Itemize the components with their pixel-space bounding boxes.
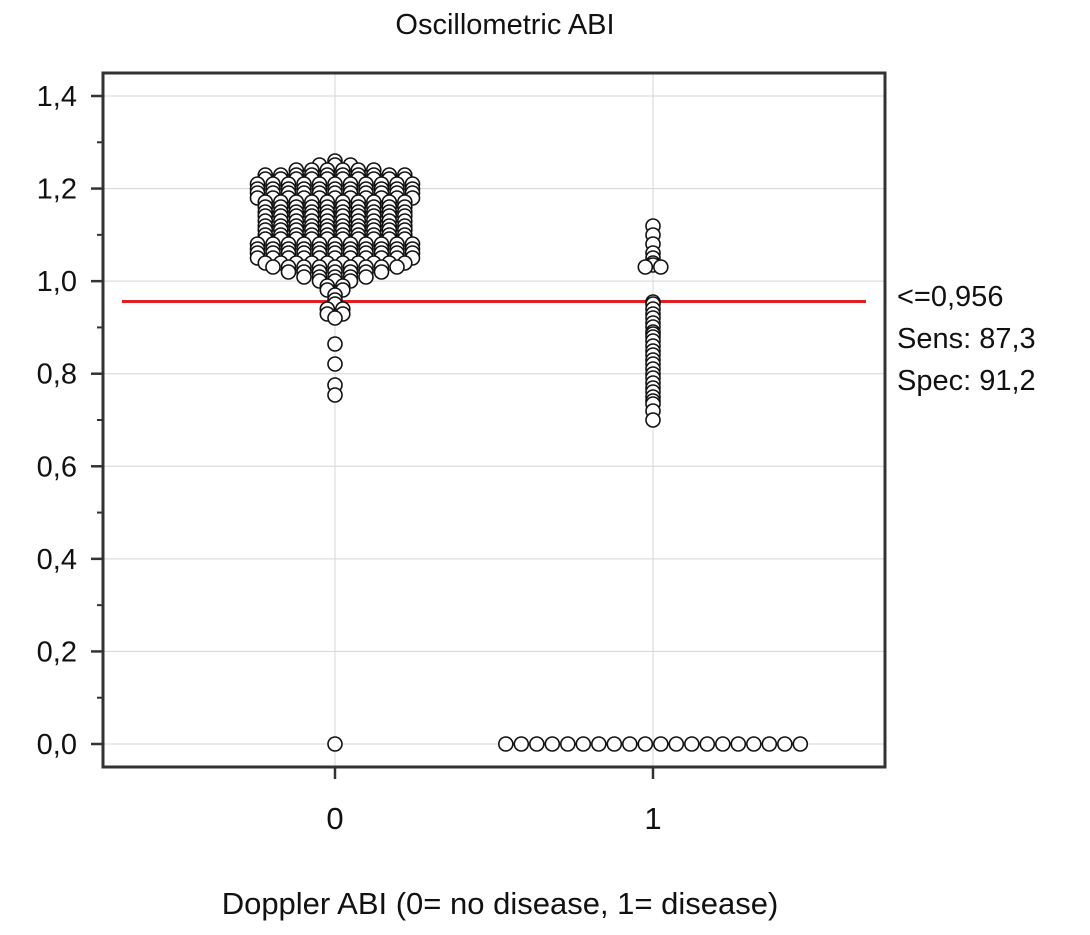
data-point [590, 736, 607, 752]
data-point [327, 356, 343, 372]
data-point [652, 259, 669, 275]
data-point [621, 736, 638, 752]
data-point [714, 736, 731, 752]
annotation-specificity: Spec: 91,2 [897, 365, 1036, 397]
data-point [652, 736, 669, 752]
data-point [683, 736, 700, 752]
data-point [327, 736, 343, 752]
grid-lines [103, 73, 885, 767]
data-point [761, 736, 778, 752]
data-point [280, 264, 297, 280]
data-point [645, 412, 661, 428]
data-point [730, 736, 747, 752]
data-point [389, 259, 405, 275]
y-tick-label: 1,0 [37, 266, 77, 298]
annotation-sensitivity: Sens: 87,3 [897, 323, 1036, 355]
data-point [637, 259, 654, 275]
data-point [513, 736, 530, 752]
data-point [745, 736, 762, 752]
x-tick-label: 1 [644, 801, 661, 836]
data-point [606, 736, 623, 752]
data-point [327, 310, 343, 326]
y-tick-label: 0,4 [37, 544, 77, 576]
data-point [265, 259, 281, 275]
data-point [327, 336, 343, 352]
plot-frame [101, 71, 887, 769]
data-point [699, 736, 716, 752]
data-point [296, 269, 312, 285]
data-point [528, 736, 545, 752]
x-tick-label: 0 [326, 801, 343, 836]
y-tick-label: 1,4 [37, 81, 77, 113]
y-tick-label: 0,0 [37, 729, 77, 761]
data-point [559, 736, 576, 752]
annotation-threshold: <=0,956 [897, 281, 1003, 313]
data-points [249, 153, 809, 752]
y-tick-label: 0,8 [37, 359, 77, 391]
data-point [668, 736, 685, 752]
data-point [327, 387, 343, 403]
axes: 0,0 0,2 0,4 0,6 0,8 1,0 1,2 1,4 0 1 [37, 81, 662, 836]
data-point [497, 736, 514, 752]
y-tick-label: 0,2 [37, 636, 77, 668]
data-point [792, 736, 809, 752]
data-point [637, 736, 654, 752]
data-point [575, 736, 592, 752]
chart-title: Oscillometric ABI [395, 9, 614, 41]
x-axis-label: Doppler ABI (0= no disease, 1= disease) [222, 886, 779, 921]
data-point [373, 264, 390, 280]
y-tick-label: 1,2 [37, 174, 77, 206]
y-tick-label: 0,6 [37, 451, 77, 483]
data-point [544, 736, 561, 752]
data-point [358, 269, 374, 285]
data-point [776, 736, 793, 752]
